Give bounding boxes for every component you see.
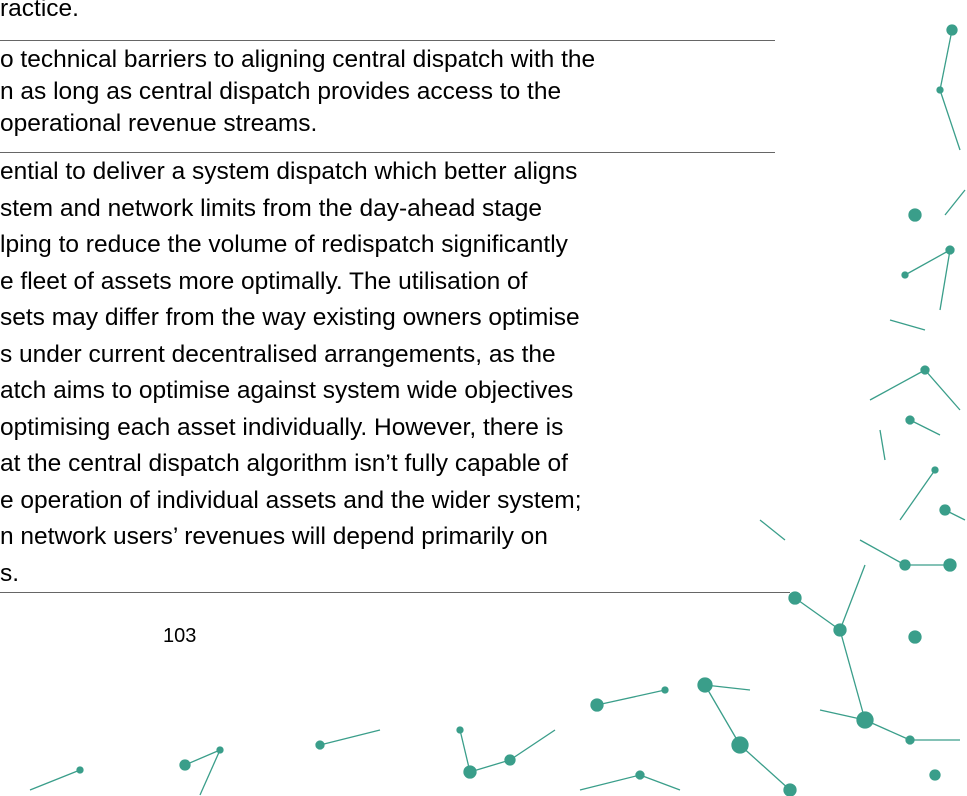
text-line: lping to reduce the volume of redispatch… — [0, 231, 568, 258]
text-line: o technical barriers to aligning central… — [0, 46, 596, 73]
text-line: operational revenue streams. — [0, 110, 318, 137]
text-line: e fleet of assets more optimally. The ut… — [0, 267, 528, 295]
text-line: ential to deliver a system dispatch whic… — [0, 158, 578, 185]
text-line: s. — [0, 559, 20, 587]
text-line: n as long as central dispatch provides a… — [0, 78, 562, 105]
row-separator — [0, 152, 775, 153]
text-line: ractice. — [0, 0, 79, 22]
text-line: at the central dispatch algorithm isn’t … — [0, 450, 568, 477]
text-line: optimising each asset individually. Howe… — [0, 413, 564, 441]
text-line: stem and network limits from the day-ahe… — [0, 194, 542, 222]
text-line: e operation of individual assets and the… — [0, 486, 582, 514]
row-separator — [0, 40, 775, 41]
row-separator — [0, 592, 790, 593]
text-line: n network users’ revenues will depend pr… — [0, 523, 548, 550]
text-line: atch aims to optimise against system wid… — [0, 377, 574, 404]
page-number: 103 — [163, 625, 197, 647]
text-line: sets may differ from the way existing ow… — [0, 304, 580, 331]
text-line: s under current decentralised arrangemen… — [0, 340, 556, 368]
